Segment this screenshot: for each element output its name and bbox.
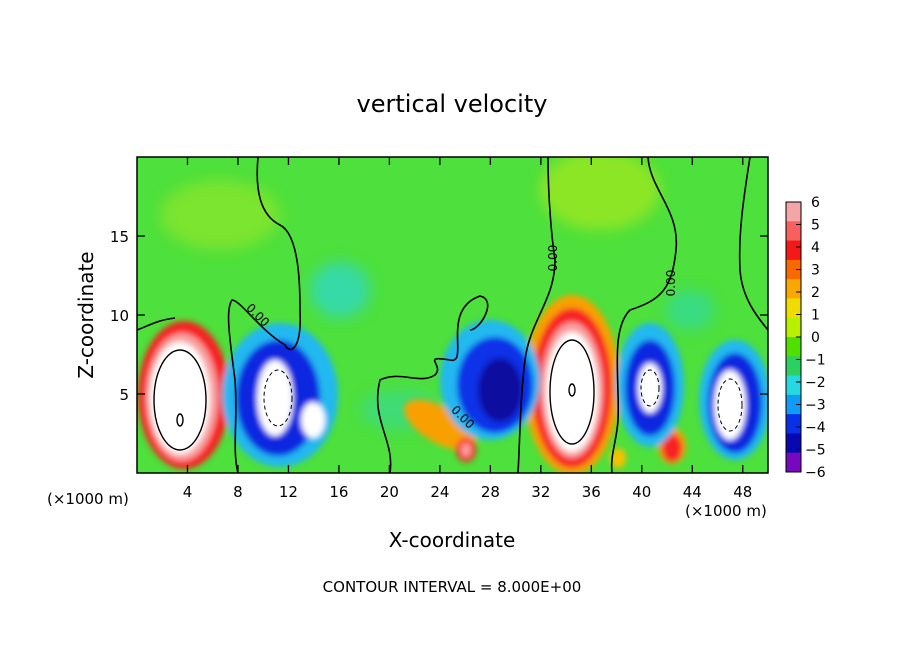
colorbar-tick-label: 6: [811, 195, 820, 211]
updraft-small-pink-1: [461, 443, 471, 457]
cyan-mid-patch: [310, 262, 370, 318]
cyan-right-patch: [665, 290, 715, 330]
x-axis-label: X-coordinate: [389, 528, 516, 552]
chart-title: vertical velocity: [357, 90, 548, 118]
updraft-left-white: [150, 342, 210, 454]
x-tick-label: 44: [683, 483, 702, 501]
downdraft-left-white-2: [301, 402, 325, 438]
x-tick-label: 8: [233, 483, 243, 501]
colorbar-tick-label: 5: [811, 218, 820, 234]
colorbar-tick-label: 0: [811, 330, 820, 346]
colorbar-tick-label: −5: [805, 443, 826, 459]
y-tick-label: 15: [110, 228, 129, 246]
colorbar-tick-label: 1: [811, 308, 820, 324]
colorbar-swatch: [786, 375, 801, 396]
colorbar-swatch: [786, 317, 801, 338]
x-axis: 4 8 12 16 20 24 28 32 36 40 44 48: [183, 157, 752, 501]
colorbar-tick-label: −3: [805, 398, 826, 414]
zero-contours: [137, 157, 768, 473]
colorbar-tick-label: −6: [805, 465, 826, 481]
colorbar-swatch: [786, 337, 801, 357]
contour-label: 0.00: [664, 270, 678, 297]
x-tick-label: 32: [531, 483, 550, 501]
updraft-small-orange-3: [610, 448, 626, 468]
x-tick-label: 28: [481, 483, 500, 501]
x-tick-label: 16: [329, 483, 348, 501]
colorbar-swatch: [786, 259, 801, 280]
x-tick-label: 48: [733, 483, 752, 501]
colorbar-tick-label: −2: [805, 375, 826, 391]
y-axis: 5 10 15: [110, 228, 768, 404]
colorbar-swatch: [786, 202, 801, 222]
colorbar-tick-label: 4: [811, 240, 820, 256]
colorbar-swatch: [786, 298, 801, 319]
heatmap-field: [137, 157, 768, 473]
colorbar-swatch: [786, 356, 801, 377]
solid-contours: [153, 339, 595, 451]
contour-label: 0.00: [546, 245, 560, 272]
y-axis-label: Z-coordinate: [74, 251, 98, 378]
downdraft-mid-darkblue: [478, 358, 522, 422]
colorbar-swatch: [786, 279, 801, 299]
colorbar-swatch: [786, 394, 801, 415]
colorbar-tick-label: −4: [805, 420, 826, 436]
updraft-orange-sheet: [404, 399, 476, 451]
x-tick-label: 4: [183, 483, 193, 501]
x-unit-right: (×1000 m): [685, 502, 767, 520]
warm-upper-left-patch: [160, 180, 280, 250]
colorbar-tick-label: −1: [805, 353, 826, 369]
y-tick-label: 5: [119, 386, 129, 404]
colorbar-swatch: [786, 240, 801, 261]
updraft-center-white: [546, 332, 598, 452]
contour-interval-footer: CONTOUR INTERVAL = 8.000E+00: [323, 578, 582, 596]
x-tick-label: 24: [430, 483, 449, 501]
x-tick-label: 12: [279, 483, 298, 501]
colorbar-swatch: [786, 433, 801, 454]
downdraft-right-white-2: [714, 370, 746, 440]
x-tick-label: 20: [380, 483, 399, 501]
downdraft-left-white: [257, 360, 293, 436]
dashed-contours: [263, 369, 743, 432]
x-tick-label: 36: [582, 483, 601, 501]
x-tick-label: 40: [632, 483, 651, 501]
y-tick-label: 10: [110, 307, 129, 325]
colorbar: 6 5 4 3 2 1 0 −1 −2 −3 −4 −5 −6: [785, 195, 826, 481]
colorbar-tick-label: 3: [811, 263, 820, 279]
updraft-small-red-2: [662, 434, 682, 462]
x-unit-left: (×1000 m): [47, 490, 129, 508]
colorbar-swatch: [786, 414, 801, 434]
colorbar-tick-label: 2: [811, 285, 820, 301]
warm-upper-right-patch: [540, 157, 660, 230]
colorbar-swatch: [786, 452, 801, 473]
colorbar-swatch: [786, 221, 801, 242]
